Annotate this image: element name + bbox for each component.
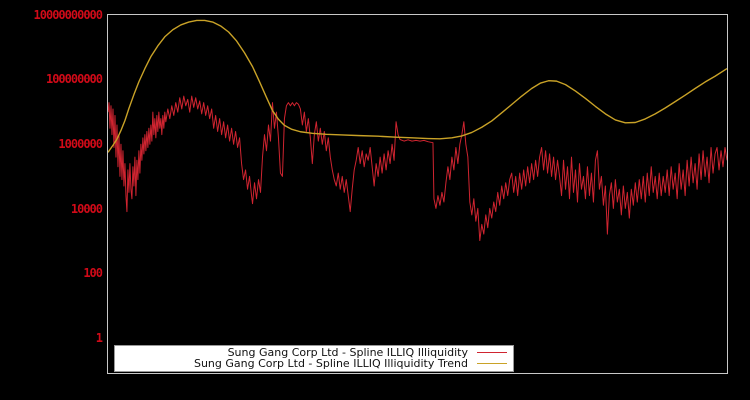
legend: Sung Gang Corp Ltd - Spline ILLIQ Illiqu… bbox=[114, 345, 514, 372]
legend-label-trend: Sung Gang Corp Ltd - Spline ILLIQ Illiqu… bbox=[193, 357, 468, 370]
y-tick-label: 10000000000 bbox=[33, 7, 103, 22]
plot-svg bbox=[108, 19, 727, 242]
y-tick-label: 1000000 bbox=[58, 137, 103, 151]
plot-area bbox=[107, 14, 728, 374]
legend-item-trend: Sung Gang Corp Ltd - Spline ILLIQ Illiqu… bbox=[119, 358, 509, 369]
y-tick-label: 100 bbox=[83, 266, 103, 281]
y-tick-label: 1 bbox=[95, 330, 103, 345]
y-axis: 10000000000 100000000 1000000 10000 100 1 bbox=[0, 0, 104, 400]
y-tick-label: 100000000 bbox=[45, 72, 103, 87]
legend-swatch-trend-line bbox=[477, 363, 507, 364]
trend-series-line bbox=[108, 19, 727, 153]
y-tick-label: 10000 bbox=[70, 201, 103, 216]
legend-label-illiquidity: Sung Gang Corp Ltd - Spline ILLIQ Illiqu… bbox=[227, 346, 468, 359]
legend-swatch-illiquidity-line bbox=[477, 352, 507, 353]
legend-item-illiquidity: Sung Gang Corp Ltd - Spline ILLIQ Illiqu… bbox=[119, 347, 509, 358]
illiquidity-series-line bbox=[108, 95, 727, 242]
